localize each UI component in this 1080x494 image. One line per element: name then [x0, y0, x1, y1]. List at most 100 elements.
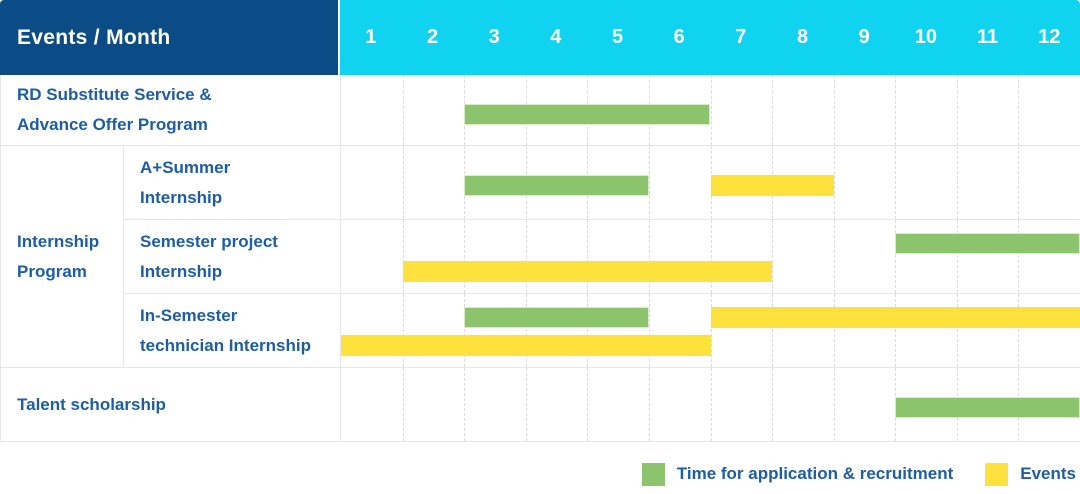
month-gridline: [710, 220, 712, 293]
month-gridline: [833, 220, 835, 293]
gantt-bar-events: [710, 307, 1080, 328]
label-line: technician Internship: [140, 335, 311, 355]
label-line: RD Substitute Service &: [17, 85, 212, 104]
month-gridline: [710, 75, 712, 145]
row-label: A+Summer Internship: [124, 146, 340, 219]
gantt-rows: RD Substitute Service & Advance Offer Pro…: [0, 75, 1080, 442]
month-header-9: 9: [858, 26, 870, 48]
month-gridline: [464, 294, 466, 367]
gantt-bar-application: [464, 307, 649, 328]
month-gridline: [525, 294, 527, 367]
month-gridline: [710, 294, 712, 367]
month-gridline: [833, 75, 835, 145]
legend-label-events: Events: [1020, 464, 1076, 483]
month-gridline: [525, 368, 527, 441]
gantt-row: A+Summer Internship: [124, 146, 1080, 220]
month-gridline: [1018, 75, 1020, 145]
gantt-row: Talent scholarship: [0, 368, 1080, 442]
month-gridline: [587, 368, 589, 441]
month-header-2: 2: [426, 26, 439, 48]
group-subrows: A+Summer Internship Semester project Intern…: [124, 146, 1080, 368]
month-gridline: [1018, 220, 1020, 293]
group-label-cell: Internship Program: [0, 146, 124, 368]
gantt-row-chart: [340, 294, 1080, 367]
month-header-6: 6: [673, 26, 685, 48]
gantt-bar-application: [464, 175, 649, 196]
month-gridline: [402, 294, 404, 367]
month-gridline: [772, 368, 774, 441]
month-gridline: [895, 294, 897, 367]
month-gridline: [525, 220, 527, 293]
month-gridline: [464, 220, 466, 293]
month-gridline: [648, 146, 650, 219]
row-group-internship-program: Internship Program A+Summer Internship Semes…: [0, 146, 1080, 368]
month-gridline: [956, 220, 958, 293]
month-gridline: [402, 220, 404, 293]
month-gridline: [956, 146, 958, 219]
gantt-row-chart: [340, 146, 1080, 219]
row-label: In-Semester technician Internship: [124, 294, 340, 367]
row-label: RD Substitute Service & Advance Offer Pro…: [0, 75, 340, 145]
month-gridline: [895, 75, 897, 145]
month-header-3: 3: [488, 26, 500, 48]
month-header-strip: 1 2 3 4 5 6 7 8 9 10 11 12: [340, 0, 1080, 75]
month-header-7: 7: [735, 26, 747, 48]
month-header-5: 5: [611, 26, 624, 48]
month-gridline: [956, 75, 958, 145]
legend-item-events: Events: [985, 462, 1076, 486]
month-header-8: 8: [796, 26, 809, 48]
gantt-bar-events: [341, 335, 711, 356]
month-gridline: [648, 220, 650, 293]
label-line: Internship: [140, 187, 223, 207]
legend-swatch-application: [641, 462, 665, 486]
label-line: Advance Offer Program: [17, 115, 208, 134]
row-label: Talent scholarship: [0, 368, 340, 441]
label-line: Talent scholarship: [17, 394, 166, 414]
label-line: Program: [17, 261, 87, 281]
month-gridline: [587, 294, 589, 367]
label-line: Internship: [17, 231, 100, 251]
month-gridline: [895, 146, 897, 219]
month-header-11: 11: [976, 26, 999, 48]
month-gridline: [1018, 146, 1020, 219]
gantt-bar-events: [710, 175, 834, 196]
gantt-bar-events: [402, 261, 773, 282]
month-header-1: 1: [365, 26, 377, 48]
month-gridline: [1018, 294, 1020, 367]
gantt-row-chart: [340, 220, 1080, 293]
month-header-10: 10: [914, 26, 937, 48]
gantt-row: RD Substitute Service & Advance Offer Pro…: [0, 75, 1080, 146]
month-header-12: 12: [1038, 26, 1061, 48]
events-month-header-cell: Events / Month: [0, 0, 340, 75]
month-gridline: [402, 75, 404, 145]
month-gridline: [833, 368, 835, 441]
month-gridline: [833, 146, 835, 219]
gantt-bar-application: [895, 397, 1080, 418]
legend-label-application: Time for application & recruitment: [676, 464, 954, 483]
gantt-row: Semester project Internship: [124, 220, 1080, 294]
label-line: In-Semester: [140, 305, 238, 325]
table-header-row: Events / Month 1 2 3 4 5 6 7 8 9 10 11 12: [0, 0, 1080, 75]
gantt-row: In-Semester technician Internship: [124, 294, 1080, 368]
legend: Time for application & recruitment Events: [0, 462, 1080, 486]
gantt-bar-application: [895, 233, 1080, 254]
month-gridline: [402, 368, 404, 441]
label-line: Internship: [140, 261, 223, 281]
month-gridline: [648, 368, 650, 441]
gantt-row-chart: [340, 368, 1080, 441]
month-gridline: [895, 220, 897, 293]
legend-swatch-events: [985, 462, 1009, 486]
month-gridline: [772, 220, 774, 293]
month-gridline: [710, 368, 712, 441]
label-line: Semester project: [140, 231, 278, 251]
month-gridline: [402, 146, 404, 219]
month-gridline: [464, 368, 466, 441]
legend-item-application: Time for application & recruitment: [641, 462, 954, 486]
row-label: Semester project Internship: [124, 220, 340, 293]
gantt-bar-application: [464, 104, 711, 125]
label-line: A+Summer: [140, 157, 231, 177]
month-gridline: [833, 294, 835, 367]
month-gridline: [772, 294, 774, 367]
month-gridline: [648, 294, 650, 367]
